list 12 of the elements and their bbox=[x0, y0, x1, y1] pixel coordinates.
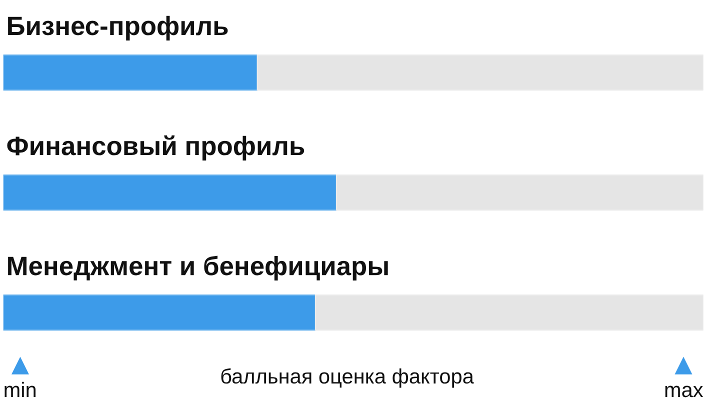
bar bbox=[336, 174, 704, 211]
bar bbox=[3, 294, 316, 331]
bar bbox=[314, 294, 704, 331]
bar bbox=[3, 174, 338, 211]
y-tick-label: Финансовый профиль bbox=[7, 135, 304, 161]
bar bbox=[3, 54, 258, 91]
y-tick-label: Менеджмент и бенефициары bbox=[8, 256, 388, 281]
bar bbox=[256, 54, 704, 91]
text: max bbox=[665, 386, 704, 398]
x-axis-title: балльная оценка фактора bbox=[221, 368, 474, 388]
text: min bbox=[4, 382, 36, 397]
y-tick-label: Бизнес-профиль bbox=[8, 16, 228, 40]
